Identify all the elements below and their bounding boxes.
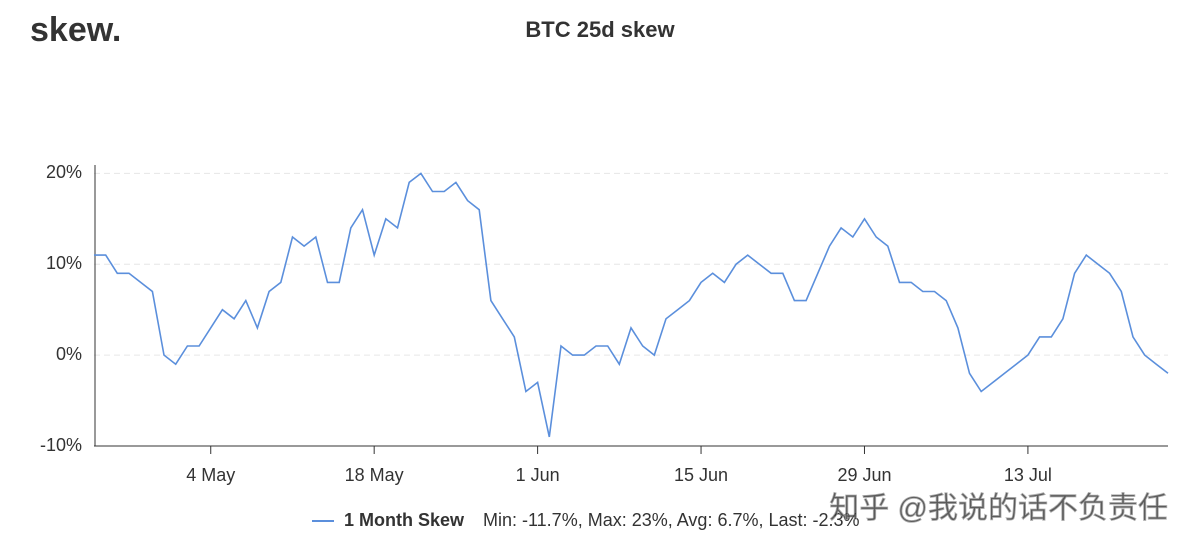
- x-tick-label: 4 May: [186, 465, 235, 485]
- y-tick-label: 10%: [46, 253, 82, 273]
- x-tick-label: 13 Jul: [1004, 465, 1052, 485]
- line-series: [94, 172, 1169, 438]
- y-tick-label: -10%: [40, 435, 82, 455]
- logo: skew.: [30, 11, 121, 49]
- chart-title: BTC 25d skew: [525, 17, 675, 42]
- y-tick-label: 0%: [56, 344, 82, 364]
- legend-label: 1 Month Skew: [344, 510, 465, 530]
- x-tick-label: 1 Jun: [516, 465, 560, 485]
- legend-stats: Min: -11.7%, Max: 23%, Avg: 6.7%, Last: …: [483, 510, 860, 530]
- y-tick-label: 20%: [46, 162, 82, 182]
- x-tick-label: 29 Jun: [837, 465, 891, 485]
- x-tick-label: 15 Jun: [674, 465, 728, 485]
- x-tick-label: 18 May: [345, 465, 404, 485]
- watermark: 知乎 @我说的话不负责任: [829, 492, 1168, 525]
